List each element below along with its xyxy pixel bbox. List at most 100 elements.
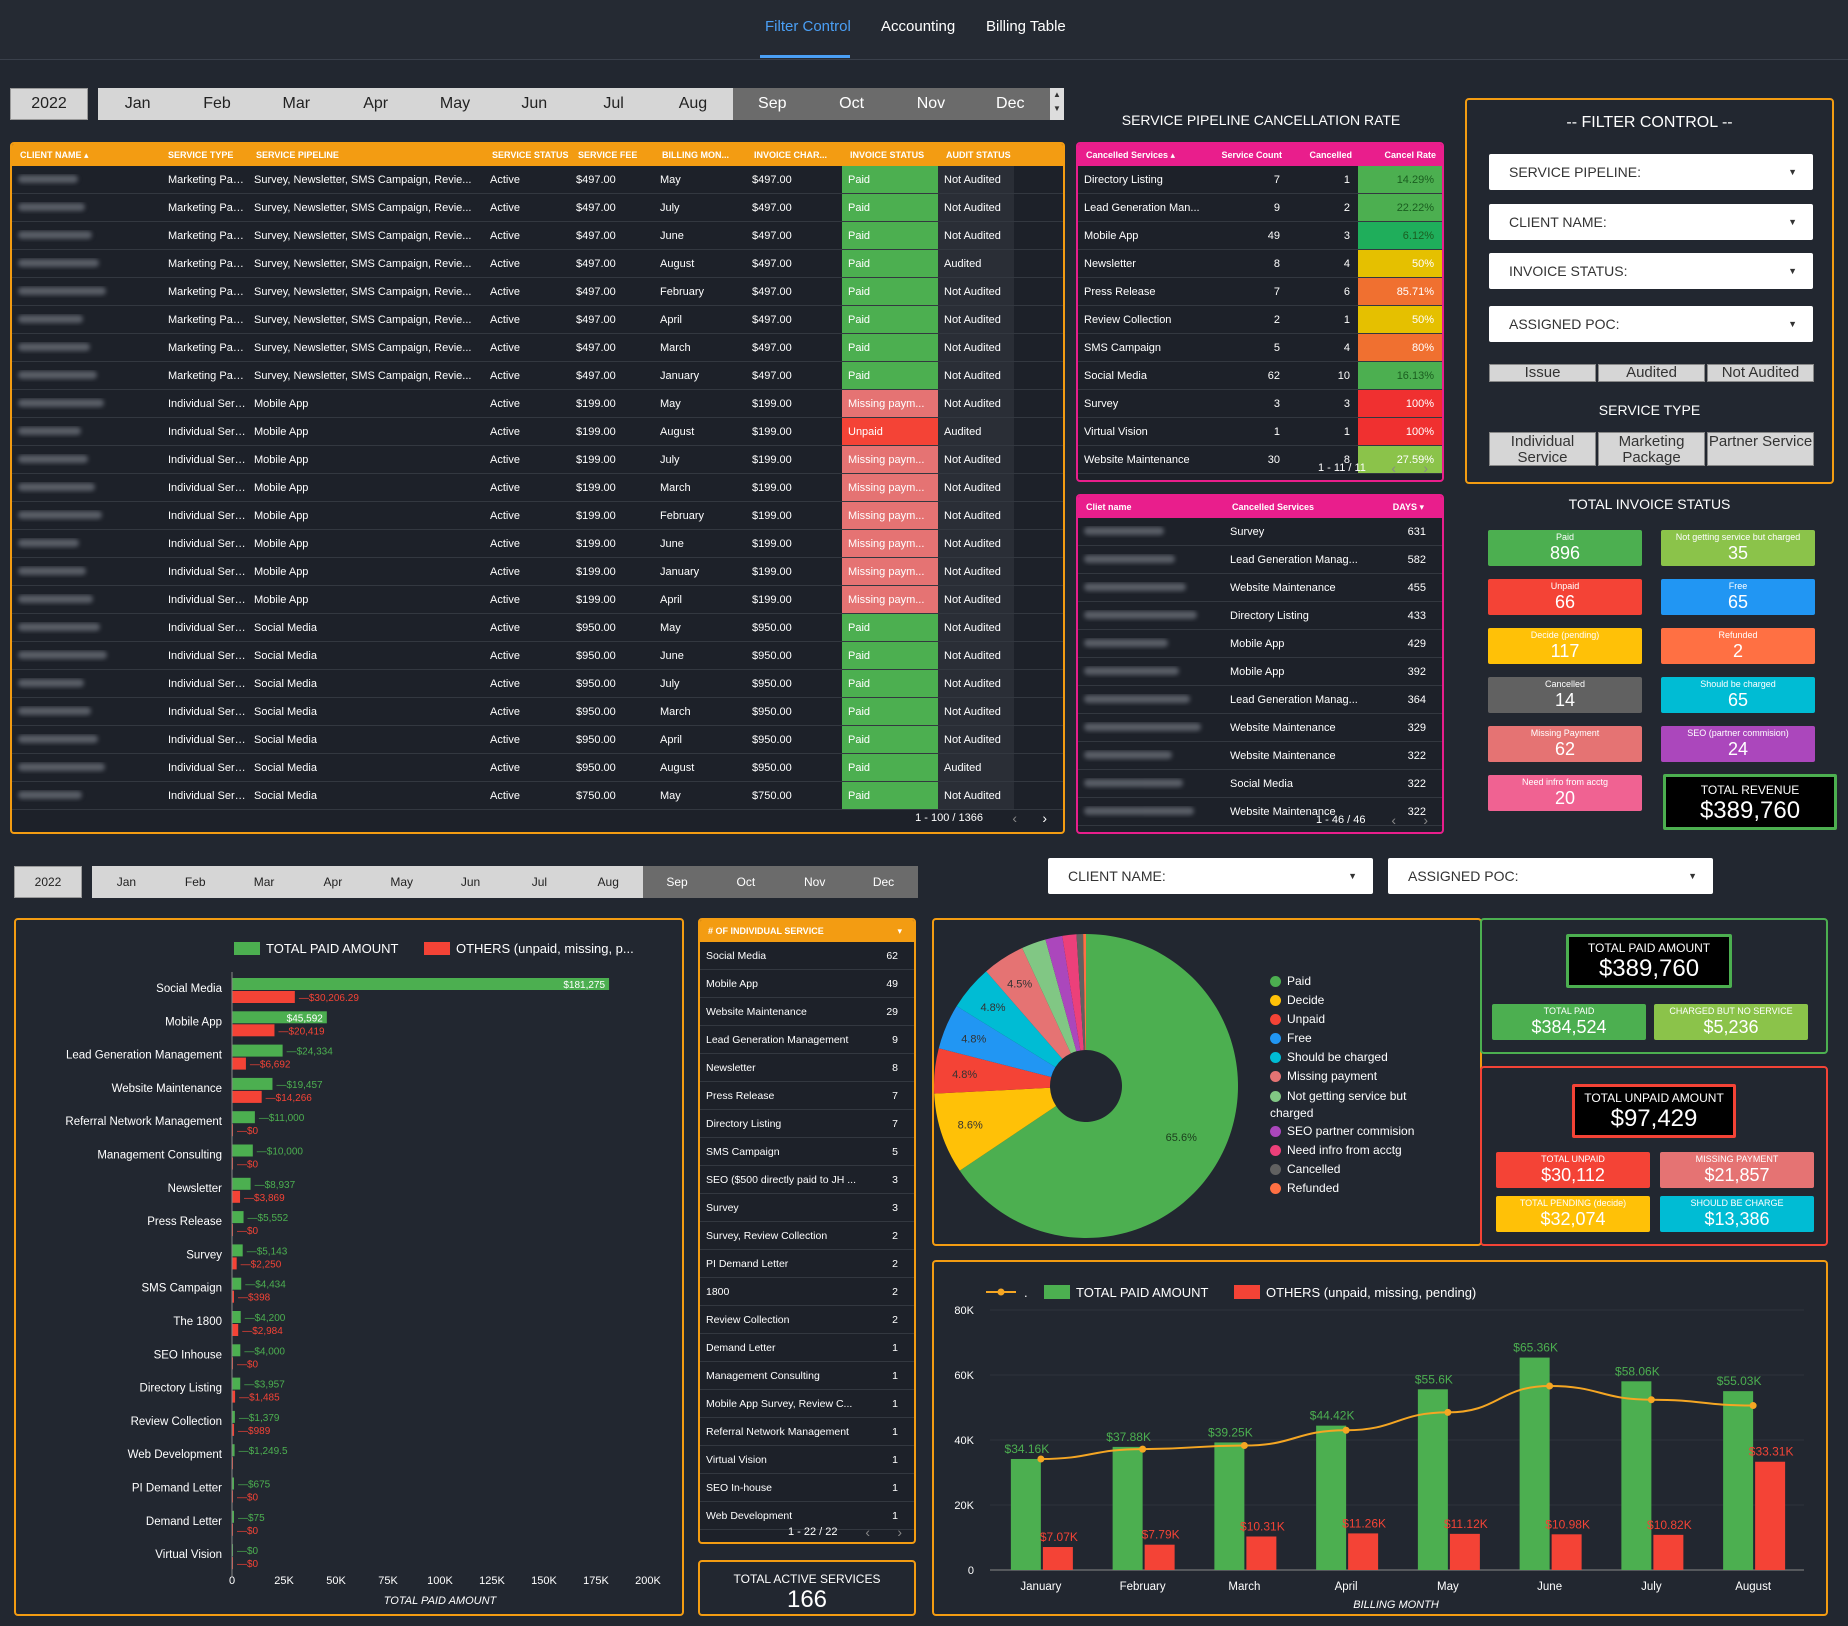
table-row[interactable]: Directory Listing 7 1 14.29% (1078, 166, 1442, 194)
table-row[interactable]: Website Maintenance 322 (1078, 742, 1442, 770)
column-header[interactable]: CLIENT NAME ▴ (20, 149, 89, 160)
pie-slice[interactable] (986, 948, 1071, 1059)
status-tile[interactable]: Need infro from acctg 20 (1488, 775, 1642, 811)
table-row[interactable]: Individual Service Mobile App Active $199.0… (12, 418, 1063, 446)
trend-point[interactable] (1037, 1455, 1045, 1463)
bar[interactable] (232, 1410, 235, 1423)
bar[interactable] (232, 1444, 235, 1457)
pie-slice[interactable] (934, 1048, 1052, 1094)
tab-filter-control[interactable]: Filter Control (765, 18, 851, 35)
table-row[interactable]: Mobile App 49 (700, 970, 914, 998)
table-row[interactable]: Marketing Package Survey, Newsletter, SMS… (12, 306, 1063, 334)
bar[interactable] (1755, 1461, 1786, 1570)
column-header[interactable]: INVOICE CHAR... (754, 150, 828, 160)
bar[interactable] (232, 991, 295, 1003)
status-tile[interactable]: Not getting service but charged 35 (1661, 530, 1815, 566)
column-header[interactable]: SERVICE PIPELINE (256, 150, 339, 160)
bar[interactable] (1010, 1458, 1041, 1570)
column-header[interactable]: Cancel Rate (1384, 150, 1436, 160)
chip-audited[interactable]: Audited (1598, 364, 1705, 382)
table-row[interactable]: Press Release 7 (700, 1082, 914, 1110)
trend-point[interactable] (1342, 1426, 1350, 1434)
bar[interactable] (232, 1277, 242, 1290)
client-name-dropdown[interactable]: CLIENT NAME: ▼ (1489, 204, 1813, 240)
month-sep[interactable]: Sep (642, 866, 712, 898)
status-tile[interactable]: Should be charged 65 (1661, 677, 1815, 713)
trend-point[interactable] (1546, 1382, 1554, 1390)
pie-slice[interactable] (934, 1087, 1057, 1171)
bar[interactable] (1551, 1534, 1582, 1570)
month-feb[interactable]: Feb (160, 866, 230, 898)
bar[interactable] (1316, 1425, 1347, 1570)
bar[interactable] (1417, 1389, 1448, 1570)
table-row[interactable]: Marketing Package Survey, Newsletter, SMS… (12, 362, 1063, 390)
table-row[interactable]: Individual Service Mobile App Active $199.0… (12, 390, 1063, 418)
month-apr[interactable]: Apr (335, 88, 416, 120)
month-mar[interactable]: Mar (256, 88, 336, 120)
table-row[interactable]: Social Media 322 (1078, 770, 1442, 798)
status-tile[interactable]: Missing Payment 62 (1488, 726, 1642, 762)
tab-accounting[interactable]: Accounting (881, 18, 956, 35)
scroll-arrows-icon[interactable]: ▲ ▼ (1050, 88, 1064, 120)
bar[interactable] (1621, 1381, 1652, 1570)
next-page-icon[interactable]: › (1042, 810, 1047, 826)
month-jul[interactable]: Jul (504, 866, 574, 898)
column-header[interactable]: SERVICE STATUS (492, 150, 569, 160)
table-row[interactable]: SEO ($500 directly paid to JH ... 3 (700, 1166, 914, 1194)
bar[interactable] (232, 1024, 275, 1037)
legend-item[interactable]: Missing payment (1270, 1069, 1420, 1088)
bar[interactable] (232, 978, 610, 990)
bar[interactable] (1144, 1544, 1175, 1570)
month-mar[interactable]: Mar (229, 866, 299, 898)
table-row[interactable]: Website Maintenance 322 (1078, 798, 1442, 826)
table-row[interactable]: Individual Service Mobile App Active $199.0… (12, 530, 1063, 558)
year-selector[interactable]: 2022 (14, 866, 82, 898)
table-row[interactable]: Lead Generation Management 9 (700, 1026, 914, 1054)
trend-point[interactable] (1444, 1408, 1452, 1416)
year-selector[interactable]: 2022 (10, 88, 88, 120)
table-row[interactable]: Marketing Package Survey, Newsletter, SMS… (12, 250, 1063, 278)
table-row[interactable]: SMS Campaign 5 (700, 1138, 914, 1166)
legend-item[interactable]: Refunded (1270, 1181, 1420, 1200)
table-row[interactable]: Individual Service Social Media Active $750… (12, 782, 1063, 810)
bar[interactable] (1348, 1533, 1379, 1570)
table-row[interactable]: Individual Service Social Media Active $950… (12, 670, 1063, 698)
prev-page-icon[interactable]: ‹ (865, 1524, 870, 1540)
status-tile[interactable]: Unpaid 66 (1488, 579, 1642, 615)
prev-page-icon[interactable]: ‹ (1391, 460, 1396, 476)
bar[interactable] (232, 1377, 241, 1390)
table-row[interactable]: Individual Service Social Media Active $950… (12, 642, 1063, 670)
legend-item[interactable]: Paid (1270, 974, 1420, 993)
status-tile[interactable]: Free 65 (1661, 579, 1815, 615)
month-aug[interactable]: Aug (573, 866, 643, 898)
table-row[interactable]: Lead Generation Manag... 364 (1078, 686, 1442, 714)
table-row[interactable]: SEO In-house 1 (700, 1474, 914, 1502)
bottom-poc-dropdown[interactable]: ASSIGNED POC: ▼ (1388, 858, 1713, 894)
status-tile[interactable]: Decide (pending) 117 (1488, 628, 1642, 664)
month-aug[interactable]: Aug (653, 88, 733, 120)
next-page-icon[interactable]: › (897, 1524, 902, 1540)
bar[interactable] (1653, 1534, 1684, 1570)
month-jul[interactable]: Jul (573, 88, 654, 120)
month-oct[interactable]: Oct (711, 866, 781, 898)
table-row[interactable]: Lead Generation Man... 9 2 22.22% (1078, 194, 1442, 222)
table-row[interactable]: Individual Service Mobile App Active $199.0… (12, 502, 1063, 530)
table-row[interactable]: Social Media 62 10 16.13% (1078, 362, 1442, 390)
pie-slice[interactable] (1076, 934, 1086, 1051)
bar[interactable] (1519, 1357, 1550, 1570)
bar[interactable] (232, 1390, 236, 1403)
table-row[interactable]: Individual Service Mobile App Active $199.0… (12, 586, 1063, 614)
table-row[interactable]: Individual Service Social Media Active $950… (12, 754, 1063, 782)
column-header[interactable]: DAYS ▾ (1392, 501, 1424, 512)
bar[interactable] (232, 1510, 234, 1523)
month-dec[interactable]: Dec (970, 88, 1050, 120)
table-row[interactable]: Survey 3 3 100% (1078, 390, 1442, 418)
table-row[interactable]: Marketing Package Survey, Newsletter, SMS… (12, 194, 1063, 222)
table-row[interactable]: Demand Letter 1 (700, 1334, 914, 1362)
bar[interactable] (1449, 1533, 1480, 1570)
table-row[interactable]: Website Maintenance 29 (700, 998, 914, 1026)
tab-billing-table[interactable]: Billing Table (986, 18, 1066, 35)
table-row[interactable]: SMS Campaign 5 4 80% (1078, 334, 1442, 362)
table-row[interactable]: Newsletter 8 (700, 1054, 914, 1082)
table-row[interactable]: Individual Service Social Media Active $950… (12, 614, 1063, 642)
